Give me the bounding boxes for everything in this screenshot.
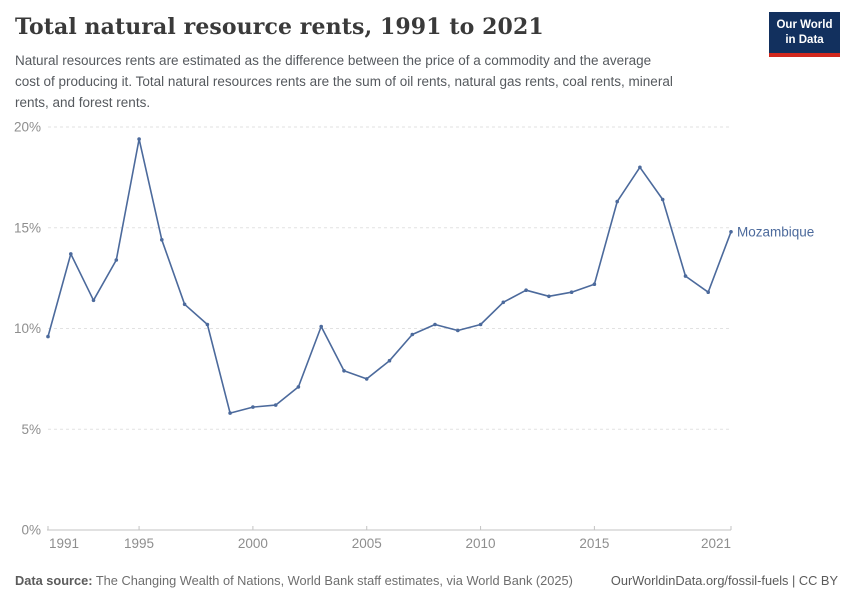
data-point [478, 322, 483, 327]
data-point [660, 197, 665, 202]
y-tick-label: 5% [21, 422, 41, 437]
data-point [524, 288, 528, 292]
x-tick-label: 2000 [238, 536, 268, 551]
data-point [342, 369, 346, 373]
data-point [296, 385, 301, 389]
data-point [273, 403, 278, 407]
data-point [205, 322, 210, 327]
data-point [364, 377, 369, 381]
series-label-mozambique[interactable]: Mozambique [737, 224, 814, 239]
data-point [228, 411, 232, 415]
data-point [683, 274, 688, 278]
subtitle-line: rents, and forest rents. [15, 95, 151, 111]
line-chart: 0% 5% 10% 15% 20% 1991 1995 2000 2005 2010 2015 202… [14, 120, 814, 552]
series-line-mozambique[interactable] [47, 138, 732, 414]
x-axis: 1991 1995 2000 2005 2010 2015 2021 [47, 526, 732, 551]
data-point [114, 258, 119, 262]
data-point [251, 405, 255, 409]
chart-title: Total natural resource rents, 1991 to 20… [15, 14, 544, 40]
x-tick-label: 2021 [701, 536, 731, 551]
x-tick-label: 1995 [124, 536, 154, 551]
x-tick-label: 1991 [49, 536, 79, 551]
data-point [433, 322, 437, 327]
data-point [729, 230, 733, 234]
data-point [46, 334, 50, 339]
data-source-note: Data source: The Changing Wealth of Nati… [15, 573, 573, 588]
series-points [46, 137, 733, 415]
data-point [137, 137, 141, 141]
data-point [182, 302, 187, 307]
data-point [69, 252, 73, 256]
data-point [319, 324, 324, 329]
y-tick-label: 10% [14, 321, 41, 336]
subtitle-line: cost of producing it. Total natural reso… [15, 74, 673, 90]
license-link[interactable]: CC BY [798, 573, 838, 588]
chart-subtitle: Natural resources rents are estimated as… [15, 50, 834, 113]
data-point [638, 165, 642, 170]
license-note: OurWorldinData.org/fossil-fuels | CC BY [611, 573, 838, 588]
data-point [410, 332, 415, 337]
owid-url-link[interactable]: OurWorldinData.org/fossil-fuels [610, 573, 789, 588]
y-tick-label: 0% [21, 523, 41, 538]
data-point [160, 238, 164, 242]
x-tick-label: 2015 [579, 536, 609, 551]
owid-logo: Our World in Data [769, 12, 840, 57]
y-gridlines: 0% 5% 10% 15% 20% [14, 120, 731, 538]
data-source-text: The Changing Wealth of Nations, World Ba… [92, 573, 573, 588]
chart-footer: Data source: The Changing Wealth of Nati… [15, 573, 838, 588]
data-point [387, 358, 392, 363]
x-tick-label: 2005 [352, 536, 382, 551]
data-point [706, 290, 710, 294]
data-point [569, 290, 574, 294]
x-tick-label: 2010 [466, 536, 496, 551]
owid-logo-line1: Our World [776, 19, 833, 31]
data-source-label: Data source: [15, 573, 93, 588]
license-separator: | [788, 573, 799, 588]
chart-header: Total natural resource rents, 1991 to 20… [0, 0, 850, 113]
data-point [501, 300, 506, 305]
owid-logo-line2: in Data [785, 33, 824, 46]
data-point [91, 298, 96, 303]
subtitle-line: Natural resources rents are estimated as… [15, 53, 652, 69]
data-point [456, 328, 460, 333]
data-point [615, 199, 619, 204]
y-tick-label: 20% [14, 120, 41, 135]
data-point [547, 294, 551, 299]
y-tick-label: 15% [14, 220, 41, 235]
data-point [592, 282, 597, 286]
